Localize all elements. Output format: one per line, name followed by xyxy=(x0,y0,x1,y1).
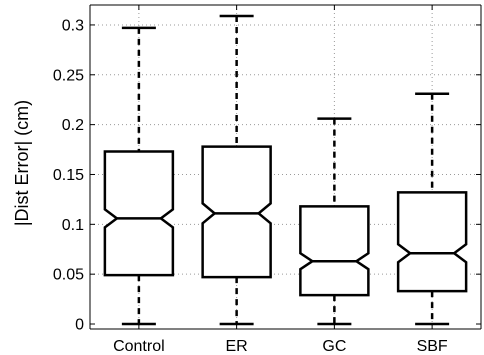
label-layer: |Dist Error| (cm) 0 0.05 0.1 0.15 0.2 0.25 0.3… xyxy=(12,17,448,355)
y-tick-label: 0.2 xyxy=(62,117,84,134)
notched-box xyxy=(299,205,370,297)
x-category-label: SBF xyxy=(417,338,448,355)
x-category-label: ER xyxy=(226,338,248,355)
y-tick-label: 0.15 xyxy=(53,167,84,184)
notched-box xyxy=(396,191,468,293)
x-category-label: GC xyxy=(322,338,346,355)
y-axis-label: |Dist Error| (cm) xyxy=(12,100,32,226)
y-tick-label: 0.05 xyxy=(53,267,84,284)
notched-box xyxy=(201,145,272,279)
y-tick-label: 0.1 xyxy=(62,217,84,234)
y-tick-label: 0.25 xyxy=(53,67,84,84)
box-layer xyxy=(103,14,468,326)
axis-layer xyxy=(89,4,482,330)
y-tick-label: 0 xyxy=(75,317,84,334)
notched-box xyxy=(103,150,175,277)
y-tick-label: 0.3 xyxy=(62,17,84,34)
x-category-label: Control xyxy=(113,338,165,355)
